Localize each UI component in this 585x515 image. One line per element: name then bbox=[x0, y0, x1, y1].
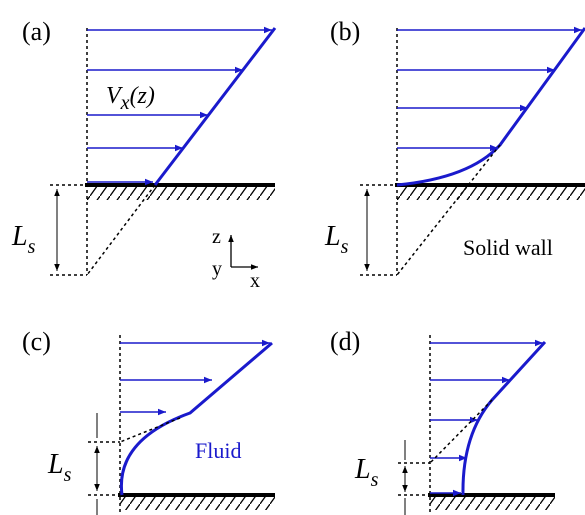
panel-label: (a) bbox=[22, 17, 51, 46]
axis-y: y bbox=[212, 258, 222, 280]
velocity-label: Vx(z) bbox=[106, 83, 155, 114]
text-part: L bbox=[324, 221, 341, 252]
text-part: L bbox=[47, 449, 64, 480]
text-part: s bbox=[64, 464, 72, 486]
slip-length-label: Ls bbox=[324, 221, 349, 258]
slip-length-label: Ls bbox=[354, 454, 379, 491]
panel-a: (a) Vx(z) Ls z y x bbox=[11, 17, 277, 292]
panel-label: (c) bbox=[22, 327, 51, 356]
text-part: s bbox=[341, 236, 349, 258]
panel-label: (b) bbox=[330, 17, 360, 46]
slip-length-label: Ls bbox=[47, 449, 72, 486]
axis-x: x bbox=[250, 270, 260, 292]
panel-d: (d) Ls bbox=[330, 327, 555, 515]
axes-icon: z y x bbox=[212, 226, 260, 292]
solid-wall-label: Solid wall bbox=[463, 235, 553, 260]
panel-label: (d) bbox=[330, 327, 360, 356]
panel-b: (b) Ls Solid wall bbox=[324, 17, 585, 276]
text-part: x bbox=[120, 92, 130, 114]
text-part: s bbox=[371, 469, 379, 491]
text-part: V bbox=[106, 83, 123, 109]
slip-length-label: Ls bbox=[11, 221, 36, 258]
axis-z: z bbox=[212, 226, 221, 248]
panel-c: (c) Ls Fluid bbox=[22, 327, 275, 515]
text-part: L bbox=[11, 221, 28, 252]
text-part: s bbox=[28, 236, 36, 258]
fluid-label: Fluid bbox=[195, 438, 241, 463]
text-part: L bbox=[354, 454, 371, 485]
text-part: (z) bbox=[130, 83, 155, 109]
